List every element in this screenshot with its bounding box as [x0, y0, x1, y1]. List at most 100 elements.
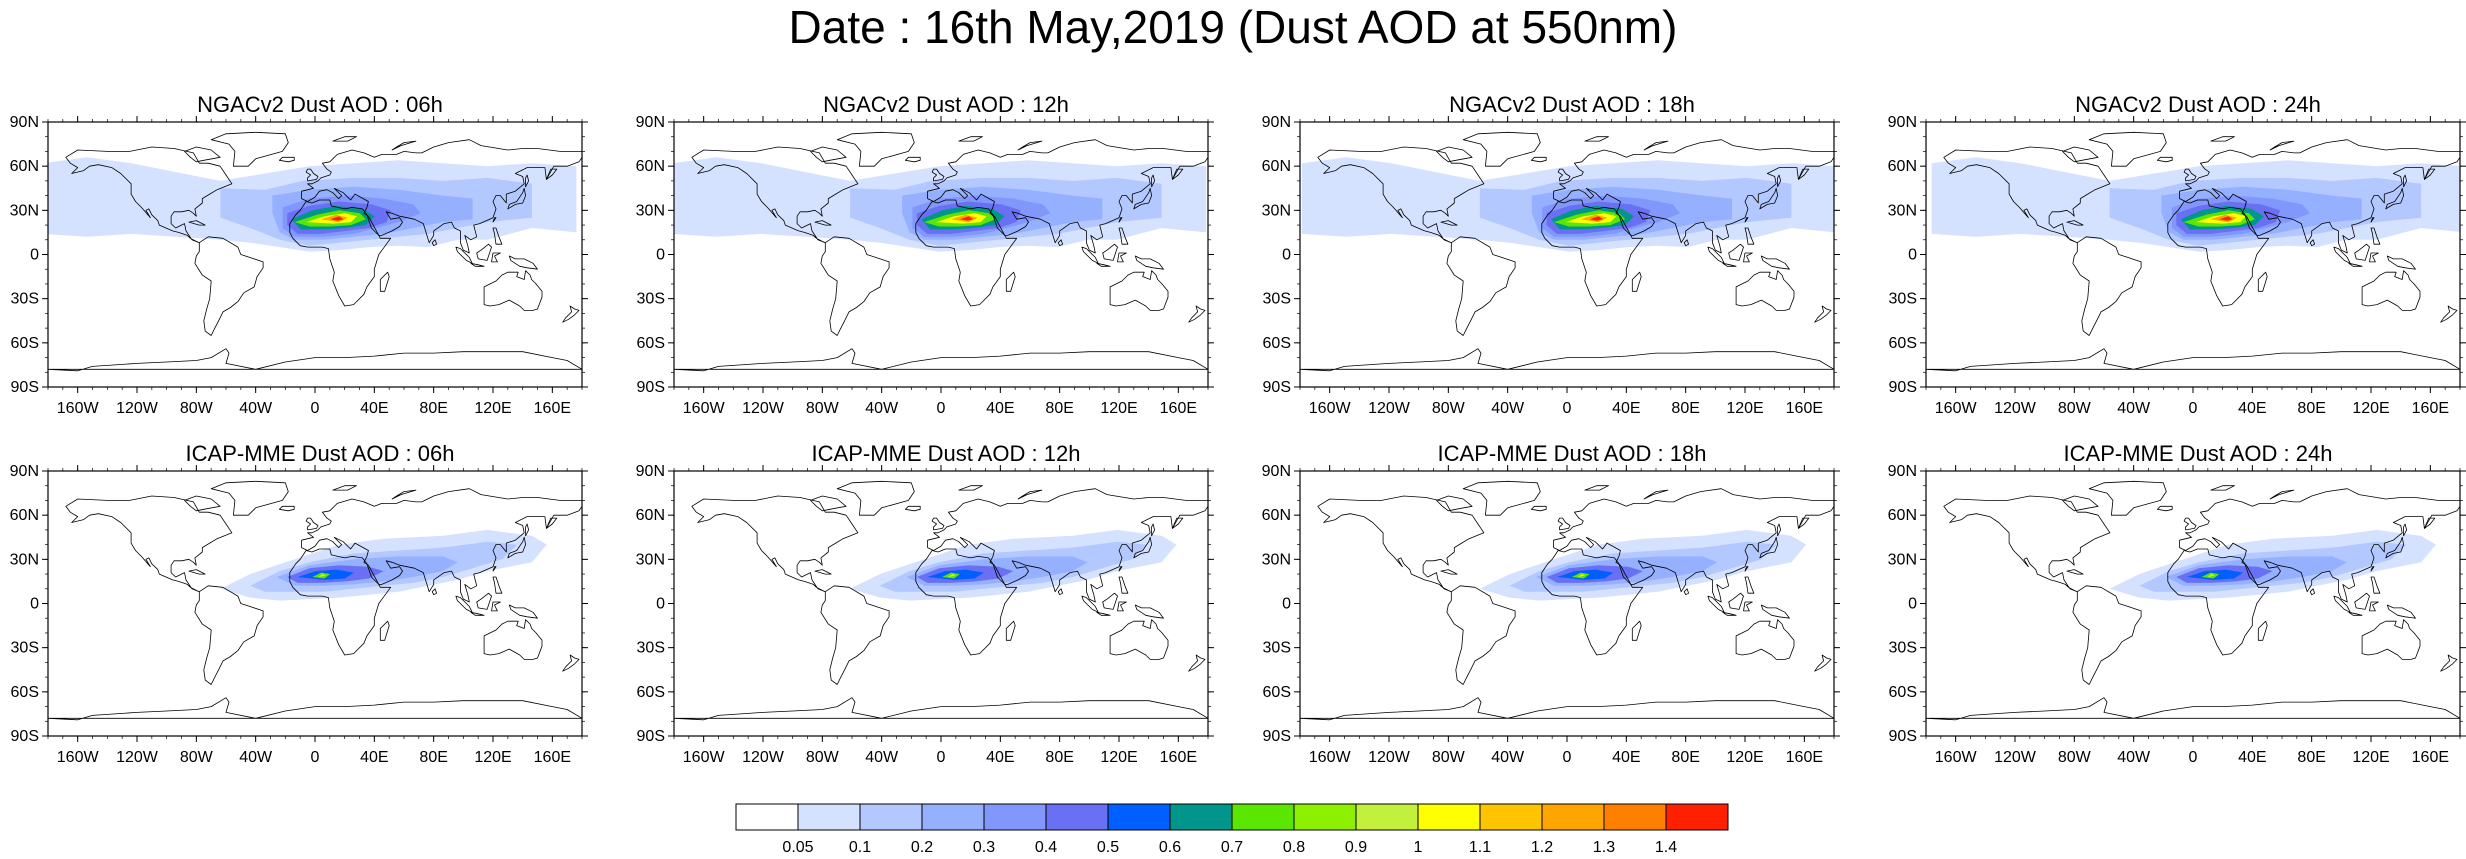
lat-tick-label: 60N [1888, 507, 1917, 524]
lat-tick-label: 30N [10, 551, 39, 568]
aod-contour-fill [959, 216, 974, 221]
panel-title: ICAP-MME Dust AOD : 12h [811, 441, 1081, 466]
coastline-new-guinea [1760, 604, 1790, 619]
lon-tick-label: 120W [116, 749, 159, 766]
map-svg: 90N 60N 30N 0 30S 60S 90S 160W 120W 80W 40W 0 40E 80E… [10, 463, 588, 766]
colorbar-label: 0.6 [1159, 839, 1181, 856]
coastline-australia [1735, 270, 1795, 311]
colorbar: 0.05 0.1 0.2 0.3 0.4 0.5 0.6 0.7 0.8 0.9 1 1.1 1.2 1.… [735, 803, 1730, 856]
lat-tick-label: 60N [10, 158, 39, 175]
lat-tick-label: 30S [11, 291, 39, 308]
colorbar-label: 0.2 [911, 839, 933, 856]
coastline-iceland [2156, 505, 2173, 512]
panel-title: ICAP-MME Dust AOD : 18h [1437, 441, 1707, 466]
coastline-philippines [492, 227, 503, 245]
coastline-taiwan [2370, 217, 2375, 223]
lon-tick-label: 40W [2117, 400, 2151, 417]
coastline-baffin [1436, 495, 1473, 512]
map-svg: 90N 60N 30N 0 30S 60S 90S 160W 120W 80W 40W 0 40E 80E… [636, 114, 1214, 417]
coastline-philippines [2370, 227, 2381, 245]
coastline-java [2348, 611, 2363, 616]
colorbar-label: 0.8 [1283, 839, 1305, 856]
coastline-cuba [814, 569, 832, 575]
panel-title: NGACv2 Dust AOD : 12h [823, 92, 1069, 117]
colorbar-label: 1 [1414, 839, 1423, 856]
aod-contour-fill [330, 216, 344, 221]
coastline-borneo [476, 243, 492, 261]
colorbar-swatch [1293, 803, 1357, 831]
coastline-new-guinea [1760, 255, 1790, 270]
coastline-sulawesi [2369, 252, 2379, 263]
lat-tick-label: 60N [636, 158, 665, 175]
lat-tick-label: 60S [1889, 335, 1917, 352]
lon-tick-label: 80E [1045, 400, 1073, 417]
lat-tick-label: 0 [1908, 596, 1917, 613]
lat-tick-label: 0 [656, 247, 665, 264]
lat-tick-label: 60N [1262, 158, 1291, 175]
coastline-sri-lanka [1057, 588, 1064, 596]
coastline-sulawesi [1743, 252, 1753, 263]
lon-tick-label: 160E [534, 400, 571, 417]
lon-tick-label: 80W [806, 400, 840, 417]
panel-title: NGACv2 Dust AOD : 18h [1449, 92, 1695, 117]
figure-title: Date : 16th May,2019 (Dust AOD at 550nm) [788, 1, 1678, 53]
coastline-great-britain [1557, 168, 1571, 182]
colorbar-swatch [1417, 803, 1481, 831]
lon-tick-label: 120E [474, 400, 511, 417]
lat-tick-label: 90S [11, 728, 39, 745]
coastline-africa [2167, 199, 2270, 307]
lon-tick-label: 80W [2058, 749, 2092, 766]
coastline-cuba [188, 220, 206, 226]
coastline-great-britain [931, 168, 945, 182]
coastline-antarctica [48, 348, 582, 372]
coastline-south-america [194, 236, 264, 336]
coastline-sulawesi [1117, 252, 1127, 263]
lon-tick-label: 160E [1786, 749, 1823, 766]
lat-tick-label: 30N [636, 202, 665, 219]
coastline-greenland [210, 131, 289, 167]
coastline-cuba [814, 220, 832, 226]
coastline-new-guinea [1134, 255, 1164, 270]
lon-tick-label: 40E [2238, 400, 2266, 417]
colorbar-swatch [921, 803, 985, 831]
lat-tick-label: 0 [1282, 596, 1291, 613]
coastline-madagascar [1631, 620, 1642, 641]
coastline-svalbard [1584, 485, 1609, 491]
coastline-novaya-zemlya [2269, 140, 2295, 151]
coastline-new-guinea [508, 255, 538, 270]
coastline-sakhalin [2403, 174, 2407, 188]
coastline-sri-lanka [1683, 588, 1690, 596]
coastline-java [2348, 262, 2363, 267]
lon-tick-label: 120W [116, 400, 159, 417]
lat-tick-label: 90S [11, 379, 39, 396]
coastline-java [1096, 262, 1111, 267]
lat-tick-label: 30N [1888, 202, 1917, 219]
lon-tick-label: 120W [742, 749, 785, 766]
coastline-iceland [2156, 156, 2173, 163]
lon-tick-label: 160E [534, 749, 571, 766]
coastline-madagascar [1005, 271, 1016, 292]
coastline-japan [2385, 536, 2404, 559]
coastline-south-america [820, 236, 890, 336]
coastline-borneo [476, 592, 492, 610]
lon-tick-label: 40W [2117, 749, 2151, 766]
coastline-japan [1759, 187, 1778, 210]
lon-tick-label: 160E [2412, 400, 2449, 417]
colorbar-label: 0.7 [1221, 839, 1243, 856]
coastline-taiwan [1744, 217, 1749, 223]
coastline-borneo [1728, 243, 1744, 261]
colorbar-swatch [1665, 803, 1729, 831]
map-panel: ICAP-MME Dust AOD : 24h 90N 60N 30N 0 30S 60S 9… [1878, 441, 2466, 771]
coastline-java [1096, 611, 1111, 616]
lon-tick-label: 40E [360, 400, 388, 417]
coastline-taiwan [1744, 566, 1749, 572]
coastline-novaya-zemlya [391, 140, 417, 151]
coastline-philippines [492, 576, 503, 594]
coastline-new-zealand [1814, 654, 1832, 672]
coastline-new-guinea [2386, 604, 2416, 619]
coastline-sulawesi [491, 601, 501, 612]
coastline-svalbard [2210, 485, 2235, 491]
coastline-sakhalin [525, 174, 529, 188]
lon-tick-label: 80E [1671, 400, 1699, 417]
coastline-great-britain [2183, 517, 2197, 531]
